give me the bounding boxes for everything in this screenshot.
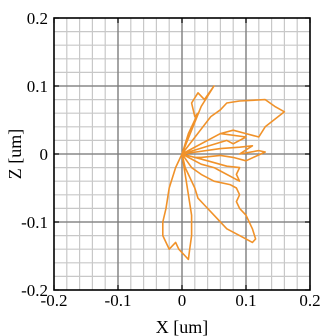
y-tick-label: 0.2 xyxy=(27,9,48,28)
tick-marks xyxy=(53,17,311,291)
y-tick-label: 0.1 xyxy=(27,77,48,96)
x-tick-label: 0 xyxy=(178,291,187,310)
x-tick-label: 0.1 xyxy=(235,291,256,310)
x-tick-label: -0.2 xyxy=(41,291,68,310)
x-tick-label: 0.2 xyxy=(299,291,320,310)
y-tick-label: -0.1 xyxy=(21,213,48,232)
x-tick-label: -0.1 xyxy=(105,291,132,310)
y-tick-label: -0.2 xyxy=(21,281,48,300)
trajectory-line xyxy=(162,85,286,261)
y-axis-label: Z [um] xyxy=(5,129,25,179)
y-tick-labels: -0.2 -0.1 0 0.1 0.2 xyxy=(21,9,48,300)
y-tick-label: 0 xyxy=(40,145,49,164)
x-tick-labels: -0.2 -0.1 0 0.1 0.2 xyxy=(41,291,321,310)
x-axis-label: X [um] xyxy=(156,317,209,336)
